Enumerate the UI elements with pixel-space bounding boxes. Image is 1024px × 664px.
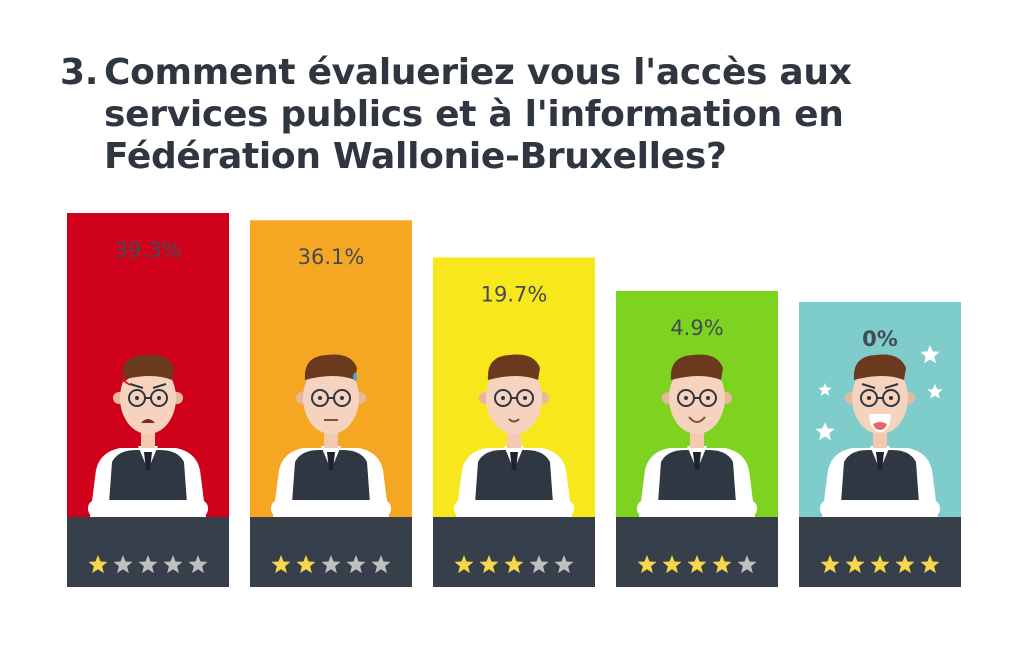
data-label: 4.9%	[670, 316, 723, 340]
eye	[684, 396, 688, 400]
bar-footer	[250, 517, 412, 587]
data-label: 36.1%	[298, 245, 365, 269]
star-filled-icon	[296, 555, 316, 574]
eye	[867, 396, 871, 400]
star-empty-icon	[321, 555, 341, 574]
arms	[454, 500, 574, 517]
hair	[121, 354, 174, 380]
star-filled-icon	[637, 555, 657, 574]
eyebrow	[884, 383, 899, 389]
neck	[690, 432, 704, 448]
star-empty-icon	[163, 555, 183, 574]
eye	[706, 396, 710, 400]
star-filled-icon	[479, 555, 499, 574]
hair	[304, 354, 357, 380]
sparkle-icon	[920, 345, 940, 364]
star-empty-icon	[371, 555, 391, 574]
mouth	[141, 419, 155, 423]
star-empty-icon	[737, 555, 757, 574]
sweating-face-icon	[271, 354, 391, 517]
data-label: 19.7%	[481, 282, 548, 306]
star-filled-icon	[454, 555, 474, 574]
tongue	[873, 422, 887, 430]
mouth	[688, 416, 706, 423]
bar-group: 0%	[799, 302, 961, 587]
eye	[501, 396, 505, 400]
bar-group: 36.1%	[250, 220, 412, 587]
star-filled-icon	[88, 555, 108, 574]
bar-footer	[616, 517, 778, 587]
mouth	[508, 418, 520, 423]
tie	[327, 452, 335, 470]
tie	[144, 452, 152, 470]
neck	[324, 432, 338, 448]
neck	[507, 432, 521, 448]
arms	[637, 500, 757, 517]
hair	[853, 354, 906, 380]
star-filled-icon	[712, 555, 732, 574]
eyebrow	[129, 383, 144, 389]
tie	[510, 452, 518, 470]
eye	[157, 396, 161, 400]
question-text: Comment évalueriez vous l'accès aux serv…	[104, 52, 852, 177]
bar-footer	[433, 517, 595, 587]
star-filled-icon	[920, 555, 940, 574]
eye	[135, 396, 139, 400]
neutral-smile-icon	[454, 354, 574, 517]
star-filled-icon	[870, 555, 890, 574]
bar-group: 19.7%	[433, 257, 595, 587]
star-empty-icon	[346, 555, 366, 574]
star-empty-icon	[138, 555, 158, 574]
star-filled-icon	[687, 555, 707, 574]
star-filled-icon	[504, 555, 524, 574]
neck	[873, 432, 887, 448]
sweat-drop	[353, 372, 357, 381]
star-filled-icon	[845, 555, 865, 574]
eyebrow	[152, 383, 167, 389]
star-filled-icon	[271, 555, 291, 574]
star-filled-icon	[662, 555, 682, 574]
bar-group: 4.9%	[616, 290, 778, 587]
eye	[340, 396, 344, 400]
data-label: 0%	[862, 327, 898, 351]
hair	[670, 354, 723, 380]
star-empty-icon	[113, 555, 133, 574]
eye	[318, 396, 322, 400]
tie	[693, 452, 701, 470]
arms	[820, 500, 940, 517]
question-number: 3.	[60, 52, 99, 93]
neck	[141, 432, 155, 448]
angry-face-icon	[88, 354, 208, 517]
tie	[876, 452, 884, 470]
star-empty-icon	[188, 555, 208, 574]
bar-footer	[67, 517, 229, 587]
star-empty-icon	[554, 555, 574, 574]
arms	[88, 500, 208, 517]
bar-group: 39.3%	[67, 213, 229, 587]
eye	[889, 396, 893, 400]
star-empty-icon	[529, 555, 549, 574]
smiling-face-icon	[637, 354, 757, 517]
eyebrow	[861, 383, 876, 389]
sparkle-icon	[815, 422, 835, 441]
anger-mark	[121, 371, 131, 386]
sparkle-icon	[927, 384, 943, 399]
chart-title: 3. Comment évalueriez vous l'accès aux s…	[60, 52, 960, 178]
bar-footer	[799, 517, 961, 587]
star-filled-icon	[820, 555, 840, 574]
arms	[271, 500, 391, 517]
laughing-face-icon	[815, 345, 943, 517]
hair	[487, 354, 540, 380]
sparkle-icon	[818, 383, 832, 396]
star-filled-icon	[895, 555, 915, 574]
eye	[523, 396, 527, 400]
data-label: 39.3%	[115, 238, 182, 262]
